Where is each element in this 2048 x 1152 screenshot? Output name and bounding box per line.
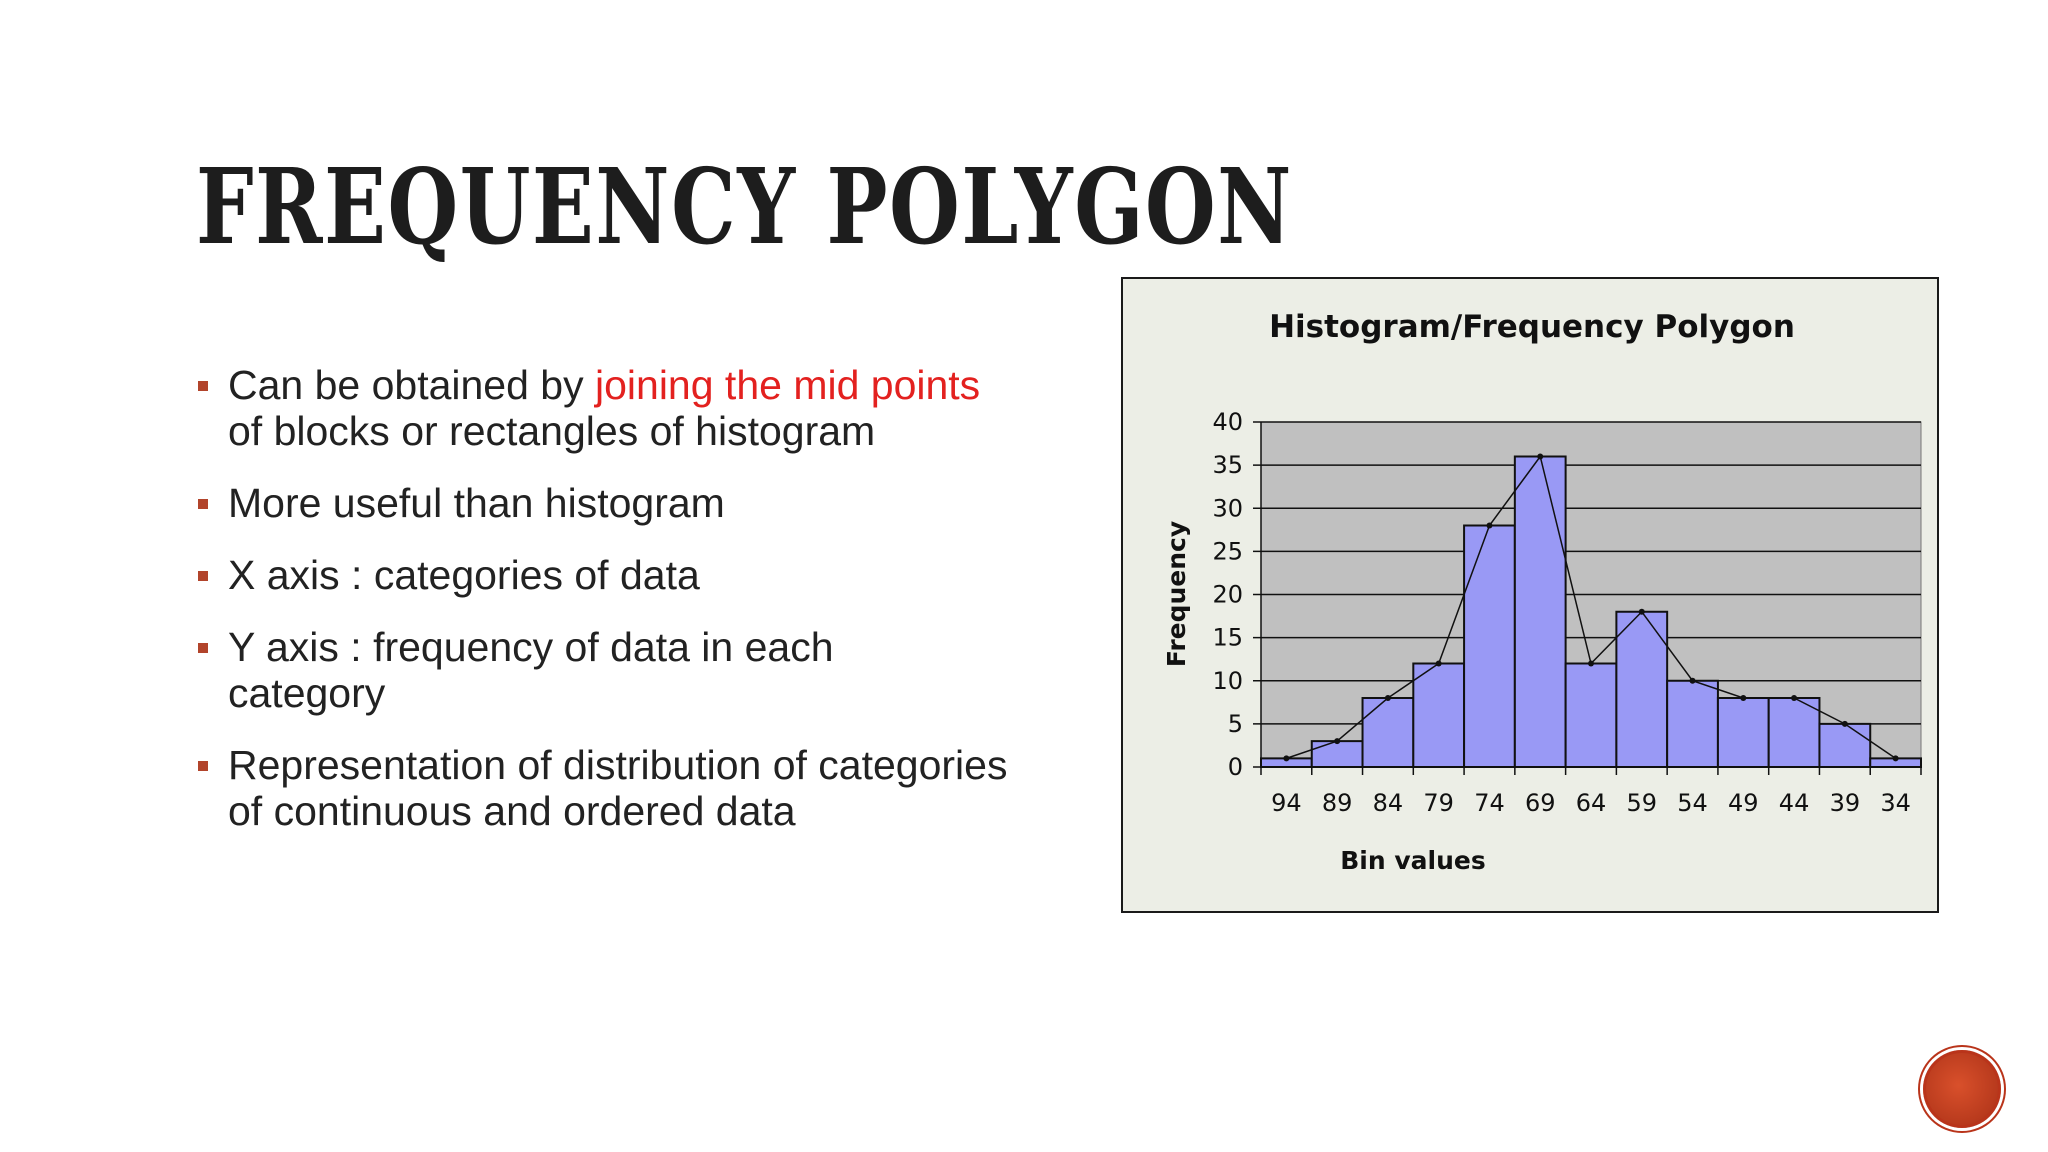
slide-title: FREQUENCY POLYGON [196, 145, 1293, 268]
histogram-bar [1361, 697, 1415, 768]
polygon-point [1537, 453, 1544, 460]
polygon-point [1283, 755, 1290, 762]
bullet-text: Representation of distribution of catego… [228, 742, 1008, 834]
x-tick-label: 69 [1525, 789, 1556, 817]
histogram-bar [1564, 662, 1618, 768]
x-tick-label: 49 [1728, 789, 1759, 817]
polygon-point [1435, 660, 1442, 667]
y-tick-label: 15 [1212, 624, 1243, 652]
y-tick-label: 20 [1212, 581, 1243, 609]
polygon-point [1638, 608, 1645, 615]
bullet-item: Can be obtained by joining the mid point… [196, 362, 1076, 454]
x-tick-label: 59 [1626, 789, 1657, 817]
x-axis-label: Bin values [1340, 846, 1486, 875]
y-tick-label: 0 [1228, 753, 1243, 781]
bullet-text: Can be obtained by [228, 362, 595, 408]
polygon-point [1892, 755, 1899, 762]
bullet-text: Y axis : frequency of data in each categ… [228, 624, 834, 716]
bullet-marker-icon [198, 571, 208, 581]
y-tick-label: 30 [1212, 494, 1243, 522]
x-tick-label: 54 [1677, 789, 1708, 817]
x-tick-label: 79 [1423, 789, 1454, 817]
histogram-chart: Histogram/Frequency Polygon Bin values F… [1162, 309, 1923, 875]
histogram-bar [1615, 610, 1669, 768]
y-tick-label: 35 [1212, 451, 1243, 479]
y-axis-label: Frequency [1162, 521, 1191, 667]
bullet-marker-icon [198, 643, 208, 653]
histogram-bar [1513, 455, 1567, 768]
x-tick-label: 39 [1830, 789, 1861, 817]
histogram-bar [1818, 722, 1872, 768]
x-tick-label: 64 [1576, 789, 1607, 817]
polygon-point [1791, 695, 1798, 701]
polygon-point [1384, 695, 1391, 701]
polygon-point [1740, 695, 1747, 701]
bullet-list: Can be obtained by joining the mid point… [196, 362, 1076, 860]
bullet-text: X axis : categories of data [228, 552, 700, 598]
y-tick-label: 40 [1212, 408, 1243, 436]
histogram-bar [1463, 524, 1516, 768]
bullet-text: More useful than histogram [228, 480, 725, 526]
y-tick-label: 10 [1212, 667, 1243, 695]
x-tick-label: 94 [1271, 789, 1302, 817]
histogram-bar [1412, 662, 1466, 768]
histogram-figure: Histogram/Frequency Polygon Bin values F… [1121, 277, 1939, 913]
bullet-item: More useful than histogram [196, 480, 1076, 526]
y-tick-label: 5 [1228, 710, 1243, 738]
x-tick-label: 34 [1880, 789, 1911, 817]
bullet-item: Representation of distribution of catego… [196, 742, 1008, 834]
polygon-point [1334, 738, 1341, 745]
x-tick-label: 74 [1474, 789, 1505, 817]
bullet-marker-icon [198, 761, 208, 771]
bullet-highlight-text: joining the mid points [595, 362, 981, 408]
bullet-item: X axis : categories of data [196, 552, 1076, 598]
bullet-marker-icon [198, 499, 208, 509]
histogram-bar [1716, 697, 1770, 768]
histogram-bar [1310, 740, 1364, 768]
plot-area: 0 5 10 15 20 25 30 35 40 94 89 84 79 74 69 64 59 54 49 44 39… [1212, 408, 1923, 817]
circular-logo-icon [1923, 1050, 2001, 1128]
bullet-marker-icon [198, 381, 208, 391]
x-tick-label: 89 [1322, 789, 1353, 817]
x-tick-label: 44 [1779, 789, 1810, 817]
y-tick-label: 25 [1212, 537, 1243, 565]
x-tick-label: 84 [1373, 789, 1404, 817]
polygon-point [1689, 677, 1696, 684]
polygon-point [1588, 660, 1594, 667]
chart-title: Histogram/Frequency Polygon [1269, 309, 1795, 345]
bullet-item: Y axis : frequency of data in each categ… [196, 624, 928, 716]
histogram-bar [1666, 679, 1719, 768]
bullet-text-continuation: of blocks or rectangles of histogram [228, 408, 876, 454]
polygon-point [1841, 720, 1848, 727]
polygon-point [1486, 522, 1493, 529]
histogram-bar [1767, 697, 1821, 768]
